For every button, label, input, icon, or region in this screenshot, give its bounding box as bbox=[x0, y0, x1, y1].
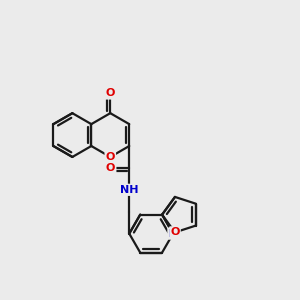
Text: O: O bbox=[106, 152, 115, 162]
Text: O: O bbox=[170, 227, 180, 237]
Text: NH: NH bbox=[120, 185, 139, 195]
Text: N: N bbox=[168, 229, 178, 238]
Text: O: O bbox=[106, 88, 115, 98]
Text: O: O bbox=[106, 163, 115, 173]
